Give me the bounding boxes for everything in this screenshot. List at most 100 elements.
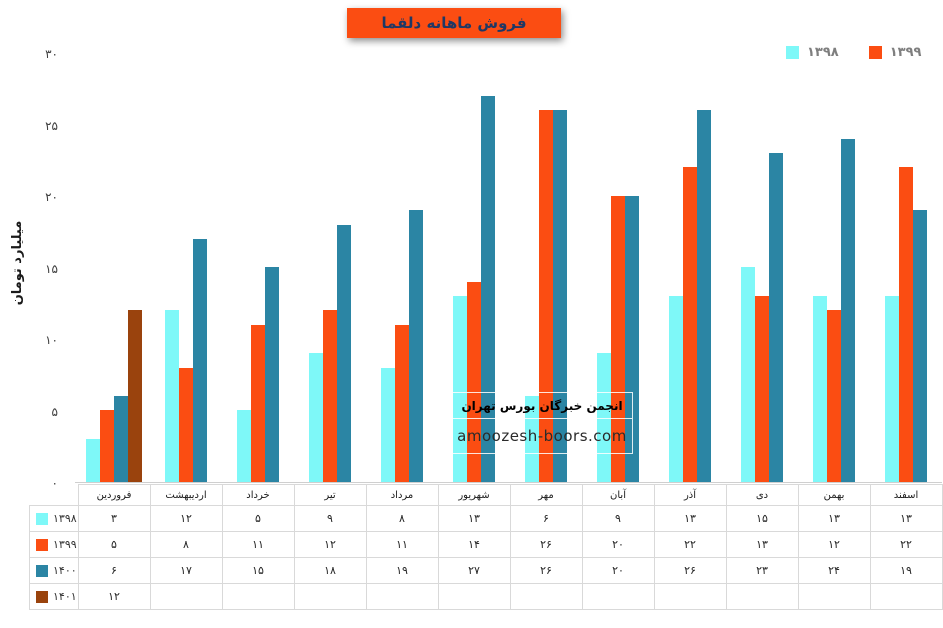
watermark-association-text: انجمن خبرگان بورس تهران bbox=[452, 393, 632, 419]
month-header-cell: خرداد bbox=[221, 484, 295, 506]
bar-۱۳۹۸-بهمن bbox=[813, 296, 827, 482]
bar-۱۴۰۱-فروردین bbox=[128, 310, 142, 482]
bar-۱۳۹۸-خرداد bbox=[237, 410, 251, 482]
bar-۱۳۹۸-آبان bbox=[597, 353, 611, 482]
month-header-cell: تیر bbox=[293, 484, 367, 506]
series-swatch-icon bbox=[36, 538, 48, 551]
table-row-۱۳۹۹: ۱۳۹۹ ۵ ۸ ۱۱ ۱۲ ۱۱ ۱۴ ۲۶ ۲۰ ۲۲ ۱۳ ۱۲ ۲۲ bbox=[29, 531, 943, 558]
bar-۱۴۰۰-مهر bbox=[553, 110, 567, 482]
y-tick-label: ۲۵ bbox=[45, 119, 58, 133]
value-cell: ۱۳ bbox=[725, 531, 799, 558]
legend-item-۱۳۹۸: ۱۳۹۸ bbox=[786, 45, 839, 60]
value-cell: ۱۲ bbox=[293, 531, 367, 558]
series-year-cell: ۱۴۰۱ bbox=[29, 583, 79, 610]
bar-۱۳۹۹-بهمن bbox=[827, 310, 841, 482]
table-header-row: فروردین اردیبهشت خرداد تیر مرداد شهریور مهر آبا… bbox=[30, 484, 943, 506]
month-header-cell: شهریور bbox=[437, 484, 511, 506]
value-cell: ۸ bbox=[149, 531, 223, 558]
value-cell: ۱۸ bbox=[293, 557, 367, 584]
chart-title: فروش ماهانه دلقما bbox=[381, 14, 527, 32]
bar-۱۳۹۸-تیر bbox=[309, 353, 323, 482]
value-cell: ۱۹ bbox=[869, 557, 943, 584]
value-cell bbox=[149, 583, 223, 610]
value-cell: ۲۲ bbox=[869, 531, 943, 558]
bar-۱۳۹۹-شهریور bbox=[467, 282, 481, 482]
y-tick-label: ۱۵ bbox=[45, 262, 58, 276]
value-cell: ۵ bbox=[221, 505, 295, 532]
value-cell: ۱۳ bbox=[437, 505, 511, 532]
series-swatch-icon bbox=[36, 512, 48, 525]
bar-۱۳۹۹-اسفند bbox=[899, 167, 913, 482]
month-header-cell: مهر bbox=[509, 484, 583, 506]
value-cell bbox=[725, 583, 799, 610]
bar-۱۳۹۸-آذر bbox=[669, 296, 683, 482]
series-year-cell: ۱۳۹۸ bbox=[29, 505, 79, 532]
series-swatch-icon bbox=[36, 564, 48, 577]
value-cell: ۱۹ bbox=[365, 557, 439, 584]
value-cell: ۲۴ bbox=[797, 557, 871, 584]
bar-۱۳۹۹-دی bbox=[755, 296, 769, 482]
month-header-cell: آبان bbox=[581, 484, 655, 506]
series-year-label: ۱۴۰۰ bbox=[53, 564, 77, 577]
value-cell: ۱۲ bbox=[77, 583, 151, 610]
month-header-cell: مرداد bbox=[365, 484, 439, 506]
bar-۱۴۰۰-دی bbox=[769, 153, 783, 482]
month-header-cell: بهمن bbox=[797, 484, 871, 506]
watermark: انجمن خبرگان بورس تهران amoozesh-boors.c… bbox=[451, 392, 633, 454]
y-tick-label: ۲۰ bbox=[45, 190, 58, 204]
value-cell: ۱۵ bbox=[221, 557, 295, 584]
series-year-cell: ۱۴۰۰ bbox=[29, 557, 79, 584]
bar-۱۳۹۹-مرداد bbox=[395, 325, 409, 482]
bar-۱۴۰۰-خرداد bbox=[265, 267, 279, 482]
series-year-cell: ۱۳۹۹ bbox=[29, 531, 79, 558]
bar-۱۳۹۸-اسفند bbox=[885, 296, 899, 482]
value-cell bbox=[797, 583, 871, 610]
value-cell: ۱۳ bbox=[797, 505, 871, 532]
table-corner-cell bbox=[30, 485, 79, 506]
value-cell: ۲۰ bbox=[581, 557, 655, 584]
bar-۱۳۹۹-اردیبهشت bbox=[179, 368, 193, 482]
value-cell: ۲۶ bbox=[509, 531, 583, 558]
month-header-cell: آذر bbox=[653, 484, 727, 506]
value-cell: ۵ bbox=[77, 531, 151, 558]
legend-swatch-icon bbox=[786, 46, 799, 59]
value-cell: ۹ bbox=[293, 505, 367, 532]
bar-۱۴۰۰-اردیبهشت bbox=[193, 239, 207, 482]
value-cell bbox=[869, 583, 943, 610]
month-header-cell: اردیبهشت bbox=[149, 484, 223, 506]
value-cell: ۳ bbox=[77, 505, 151, 532]
value-cell: ۱۱ bbox=[221, 531, 295, 558]
value-cell: ۲۳ bbox=[725, 557, 799, 584]
series-year-label: ۱۳۹۸ bbox=[53, 512, 77, 525]
month-header-cell: فروردین bbox=[77, 484, 151, 506]
bar-۱۳۹۸-شهریور bbox=[453, 296, 467, 482]
bar-۱۳۹۹-مهر bbox=[539, 110, 553, 482]
value-cell: ۱۲ bbox=[149, 505, 223, 532]
value-cell: ۱۱ bbox=[365, 531, 439, 558]
bar-۱۴۰۰-تیر bbox=[337, 225, 351, 482]
value-cell bbox=[653, 583, 727, 610]
value-cell bbox=[365, 583, 439, 610]
legend-item-۱۳۹۹: ۱۳۹۹ bbox=[868, 45, 922, 60]
bar-۱۳۹۸-مهر bbox=[525, 396, 539, 482]
value-cell: ۲۲ bbox=[653, 531, 727, 558]
table-row-۱۳۹۸: ۱۳۹۸ ۳ ۱۲ ۵ ۹ ۸ ۱۳ ۶ ۹ ۱۳ ۱۵ ۱۳ ۱۳ bbox=[29, 505, 943, 532]
value-cell bbox=[437, 583, 511, 610]
legend-swatch-icon bbox=[868, 46, 882, 59]
value-cell: ۱۵ bbox=[725, 505, 799, 532]
value-cell: ۸ bbox=[365, 505, 439, 532]
bar-۱۴۰۰-آبان bbox=[625, 196, 639, 482]
bar-۱۴۰۰-بهمن bbox=[841, 139, 855, 482]
y-tick-label: ۰ bbox=[51, 476, 58, 490]
series-year-label: ۱۳۹۹ bbox=[53, 538, 77, 551]
bar-۱۳۹۹-آبان bbox=[611, 196, 625, 482]
value-cell bbox=[221, 583, 295, 610]
bar-۱۴۰۰-مرداد bbox=[409, 210, 423, 482]
bar-۱۳۹۸-فروردین bbox=[86, 439, 100, 482]
legend-label: ۱۳۹۹ bbox=[889, 45, 922, 60]
value-cell bbox=[581, 583, 655, 610]
value-cell: ۶ bbox=[77, 557, 151, 584]
value-cell: ۲۰ bbox=[581, 531, 655, 558]
bar-۱۳۹۹-خرداد bbox=[251, 325, 265, 482]
